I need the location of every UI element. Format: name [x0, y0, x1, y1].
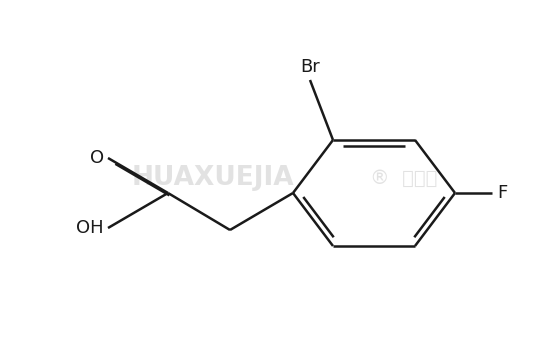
- Text: ®  化学加: ® 化学加: [370, 168, 437, 188]
- Text: OH: OH: [76, 219, 104, 237]
- Text: O: O: [90, 149, 104, 167]
- Text: Br: Br: [300, 58, 320, 76]
- Text: HUAXUEJIA: HUAXUEJIA: [132, 165, 294, 191]
- Text: F: F: [497, 184, 507, 202]
